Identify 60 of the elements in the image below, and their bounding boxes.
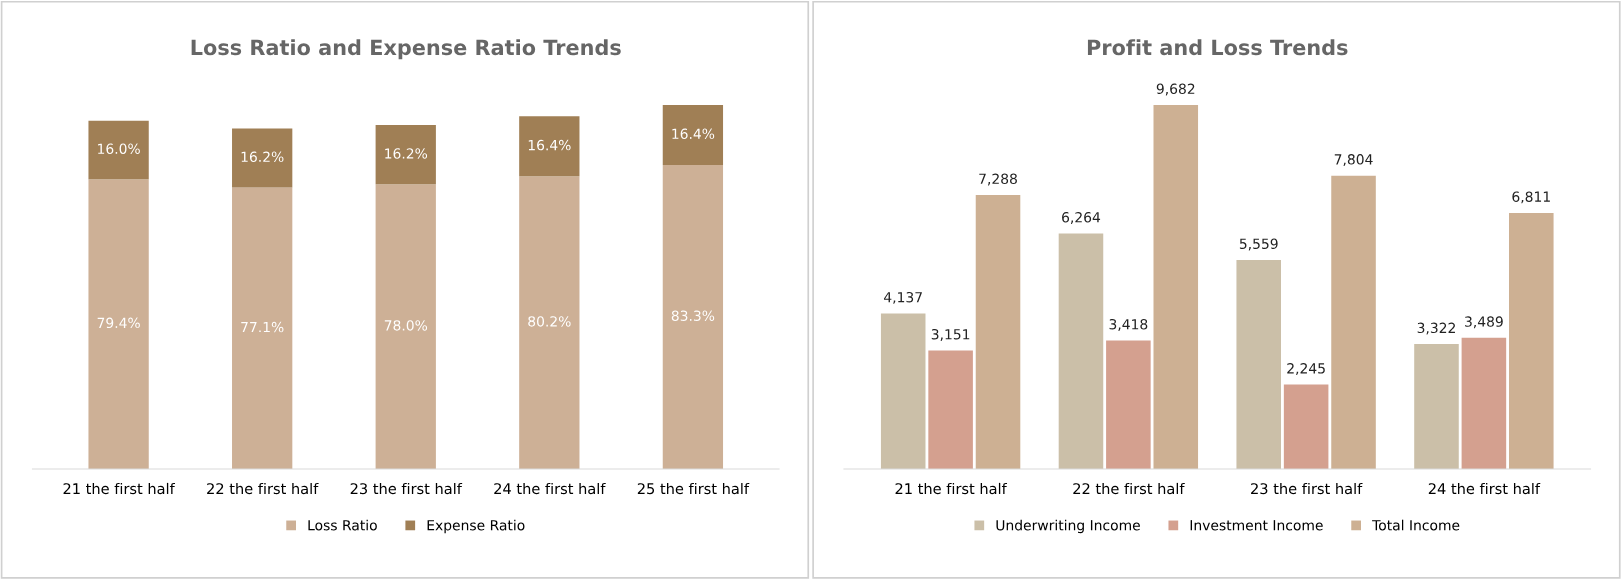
bar: [1153, 105, 1199, 469]
data-label: 16.4%: [528, 139, 571, 151]
legend-label: Investment Income: [1190, 520, 1323, 531]
data-label: 6,811: [1512, 191, 1550, 204]
legend-label: Expense Ratio: [427, 519, 525, 534]
x-tick-label: 24 the first half: [1428, 482, 1541, 495]
bar: [1236, 260, 1282, 469]
x-tick-label: 22 the first half: [207, 482, 319, 495]
bar: [975, 195, 1021, 469]
data-label: 7,288: [979, 173, 1017, 186]
data-label: 3,489: [1465, 316, 1503, 329]
bar: [662, 164, 724, 469]
bar: [88, 179, 149, 469]
data-label: 77.1%: [241, 321, 284, 333]
data-label: 6,264: [1062, 212, 1101, 224]
data-label: 7,804: [1334, 154, 1373, 167]
data-label: 5,559: [1239, 238, 1278, 251]
x-tick-label: 21 the first half: [63, 482, 176, 495]
legend-label: Underwriting Income: [996, 519, 1140, 534]
x-tick-label: 25 the first half: [637, 482, 750, 495]
bar: [1331, 175, 1376, 469]
bar: [928, 350, 973, 469]
bar: [375, 184, 436, 469]
bar: [1106, 340, 1151, 469]
chart-title: Loss Ratio and Expense Ratio Trends: [191, 39, 621, 60]
bar: [519, 116, 580, 177]
data-label: 9,682: [1156, 83, 1195, 96]
legend-label: Loss Ratio: [308, 519, 377, 531]
legend-label: Total Income: [1372, 519, 1460, 531]
data-label: 16.4%: [672, 128, 715, 140]
bar: [662, 105, 724, 165]
data-label: 78.0%: [384, 320, 428, 331]
x-tick-label: 23 the first half: [350, 482, 463, 495]
bar: [1058, 233, 1104, 469]
bar: [1509, 212, 1554, 469]
bar: [519, 176, 580, 469]
data-label: 16.0%: [98, 143, 140, 154]
data-label: 83.3%: [671, 310, 715, 321]
x-tick-label: 23 the first half: [1251, 482, 1363, 495]
data-label: 3,418: [1109, 318, 1148, 331]
data-label: 80.2%: [528, 316, 571, 327]
bar: [880, 313, 926, 469]
data-label: 16.2%: [241, 151, 284, 163]
x-tick-label: 24 the first half: [494, 482, 606, 495]
data-label: 79.4%: [97, 317, 140, 329]
data-label: 2,245: [1287, 363, 1325, 375]
x-tick-label: 21 the first half: [895, 482, 1008, 495]
bar: [88, 120, 149, 180]
bar: [232, 128, 293, 188]
bar: [1461, 337, 1507, 469]
data-label: 3,151: [931, 329, 970, 341]
x-tick-label: 22 the first half: [1073, 482, 1185, 495]
data-label: 4,137: [884, 291, 922, 304]
data-label: 16.2%: [385, 148, 428, 159]
chart-title: Profit and Loss Trends: [1087, 39, 1348, 56]
bar: [232, 187, 293, 469]
data-label: 3,322: [1417, 322, 1455, 335]
bar: [1283, 384, 1329, 469]
bar: [375, 125, 436, 185]
bar: [1414, 344, 1459, 469]
